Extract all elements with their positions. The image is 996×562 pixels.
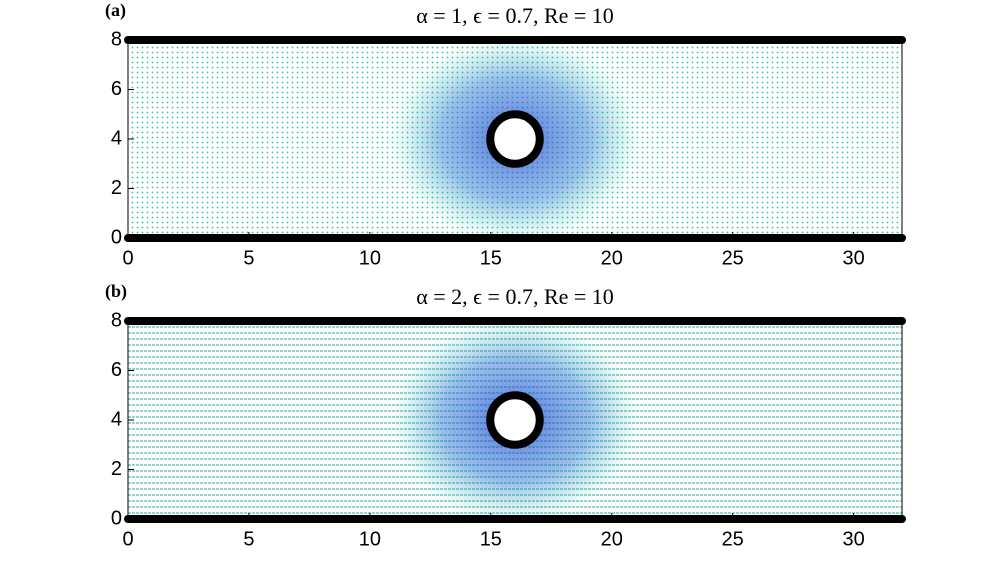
y-tick-label: 2 [111,458,122,480]
x-tick-label: 5 [243,528,254,550]
y-tick-label: 8 [111,28,122,50]
x-tick-label: 20 [601,528,623,550]
panel-label: (a) [105,0,126,21]
x-tick-label: 25 [722,247,744,269]
x-tick-label: 15 [480,528,502,550]
y-tick-label: 6 [111,78,122,100]
y-tick-label: 4 [111,408,122,430]
x-tick-label: 0 [122,247,133,269]
y-tick-label: 2 [111,177,122,199]
y-tick-label: 6 [111,359,122,381]
y-tick-label: 8 [111,309,122,331]
x-tick-label: 10 [359,528,381,550]
x-tick-label: 25 [722,528,744,550]
x-tick-label: 10 [359,247,381,269]
x-tick-label: 5 [243,247,254,269]
y-tick-label: 4 [111,127,122,149]
panel-label: (b) [105,281,127,302]
chart-title: α = 2, ϵ = 0.7, Re = 10 [416,284,614,309]
x-tick-label: 30 [843,247,865,269]
y-tick-label: 0 [111,226,122,248]
x-tick-label: 15 [480,247,502,269]
cylinder [486,110,544,168]
y-tick-label: 0 [111,507,122,529]
x-tick-label: 30 [843,528,865,550]
cylinder [486,391,544,449]
x-tick-label: 20 [601,247,623,269]
chart-title: α = 1, ϵ = 0.7, Re = 10 [416,3,614,28]
x-tick-label: 0 [122,528,133,550]
